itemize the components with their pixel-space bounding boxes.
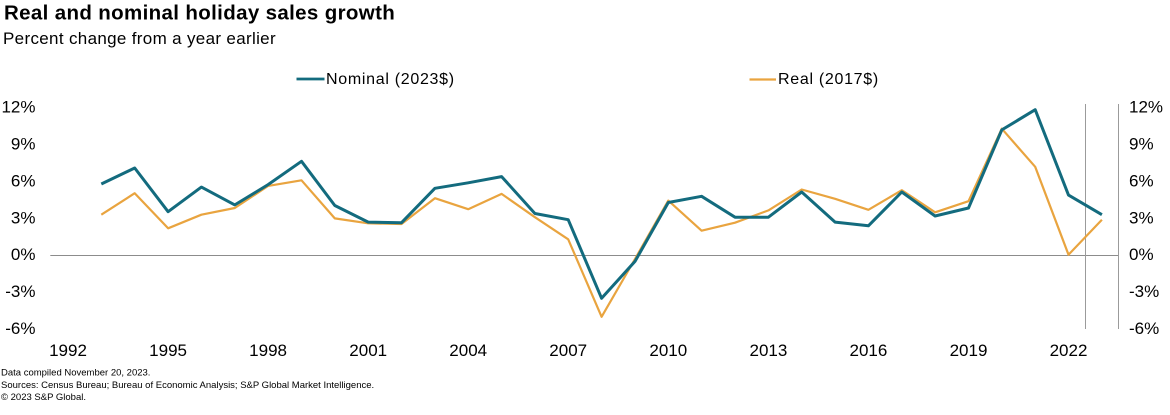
svg-text:9%: 9%: [11, 135, 36, 154]
svg-text:1992: 1992: [49, 341, 87, 360]
svg-text:2016: 2016: [849, 341, 887, 360]
svg-text:-3%: -3%: [1129, 282, 1159, 301]
svg-text:2022: 2022: [1050, 341, 1088, 360]
svg-text:Real (2017$): Real (2017$): [778, 71, 879, 88]
svg-text:9%: 9%: [1129, 135, 1154, 154]
svg-text:2007: 2007: [549, 341, 587, 360]
svg-text:2013: 2013: [749, 341, 787, 360]
svg-text:0%: 0%: [1129, 245, 1154, 264]
svg-text:Real and nominal holiday sales: Real and nominal holiday sales growth: [4, 2, 395, 25]
svg-text:6%: 6%: [11, 172, 36, 191]
svg-text:-6%: -6%: [5, 319, 35, 338]
svg-text:3%: 3%: [1129, 208, 1154, 227]
svg-text:2001: 2001: [349, 341, 387, 360]
svg-text:Nominal (2023$): Nominal (2023$): [326, 71, 455, 88]
svg-text:2019: 2019: [950, 341, 988, 360]
svg-text:-3%: -3%: [5, 282, 35, 301]
svg-text:2004: 2004: [449, 341, 487, 360]
svg-text:2010: 2010: [649, 341, 687, 360]
svg-text:6%: 6%: [1129, 172, 1154, 191]
svg-text:Data compiled November 20, 202: Data compiled November 20, 2023.: [1, 367, 150, 378]
svg-text:12%: 12%: [1, 98, 35, 117]
svg-text:0%: 0%: [11, 245, 36, 264]
svg-text:1995: 1995: [149, 341, 187, 360]
svg-text:1998: 1998: [249, 341, 287, 360]
svg-text:12%: 12%: [1129, 98, 1163, 117]
svg-text:Sources: Census Bureau; Bureau: Sources: Census Bureau; Bureau of Econom…: [1, 380, 374, 391]
svg-text:-6%: -6%: [1129, 319, 1159, 338]
svg-text:Percent change from a year ear: Percent change from a year earlier: [3, 29, 276, 48]
svg-text:© 2023 S&P Global.: © 2023 S&P Global.: [1, 392, 86, 403]
svg-text:3%: 3%: [11, 208, 36, 227]
